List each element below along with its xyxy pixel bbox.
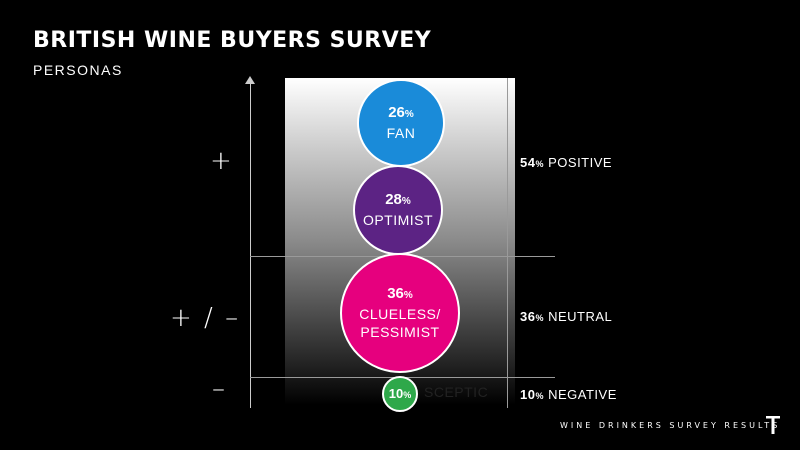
positive-sign: + [210, 146, 232, 176]
persona-name-line1: CLUELESS/ [359, 306, 441, 322]
persona-percent: 26% [388, 104, 414, 121]
footer-text: WINE DRINKERS SURVEY RESULTS [560, 421, 781, 430]
persona-percent: 10% [388, 385, 412, 401]
negative-sign: – [212, 374, 225, 404]
group-label-negative: 10% NEGATIVE [520, 387, 617, 402]
bracket-tick [502, 377, 508, 378]
bracket-line [507, 78, 508, 408]
persona-name: OPTIMIST [362, 212, 434, 228]
t-logo-icon [766, 416, 780, 434]
persona-name-sceptic: SCEPTIC [424, 384, 489, 400]
page-subtitle: PERSONAS [33, 62, 123, 78]
group-label-neutral: 36% NEUTRAL [520, 309, 613, 324]
persona-name: FAN [386, 125, 416, 141]
vertical-axis [250, 82, 251, 408]
axis-arrow-icon [245, 76, 255, 84]
persona-bubble-optimist: 28% OPTIMIST [353, 165, 443, 255]
persona-bubble-clueless-pessimist: 36% CLUELESS/ PESSIMIST [340, 253, 460, 373]
persona-percent: 28% [385, 191, 411, 208]
persona-name-line2: PESSIMIST [360, 324, 440, 340]
persona-bubble-fan: 26% FAN [357, 79, 445, 167]
neutral-sign: + / – [170, 303, 241, 333]
bracket-tick [502, 256, 508, 257]
group-label-positive: 54% POSITIVE [520, 155, 613, 170]
persona-bubble-sceptic: 10% [382, 376, 418, 412]
page-title: BRITISH WINE BUYERS SURVEY [33, 28, 432, 53]
persona-percent: 36% [387, 285, 413, 302]
